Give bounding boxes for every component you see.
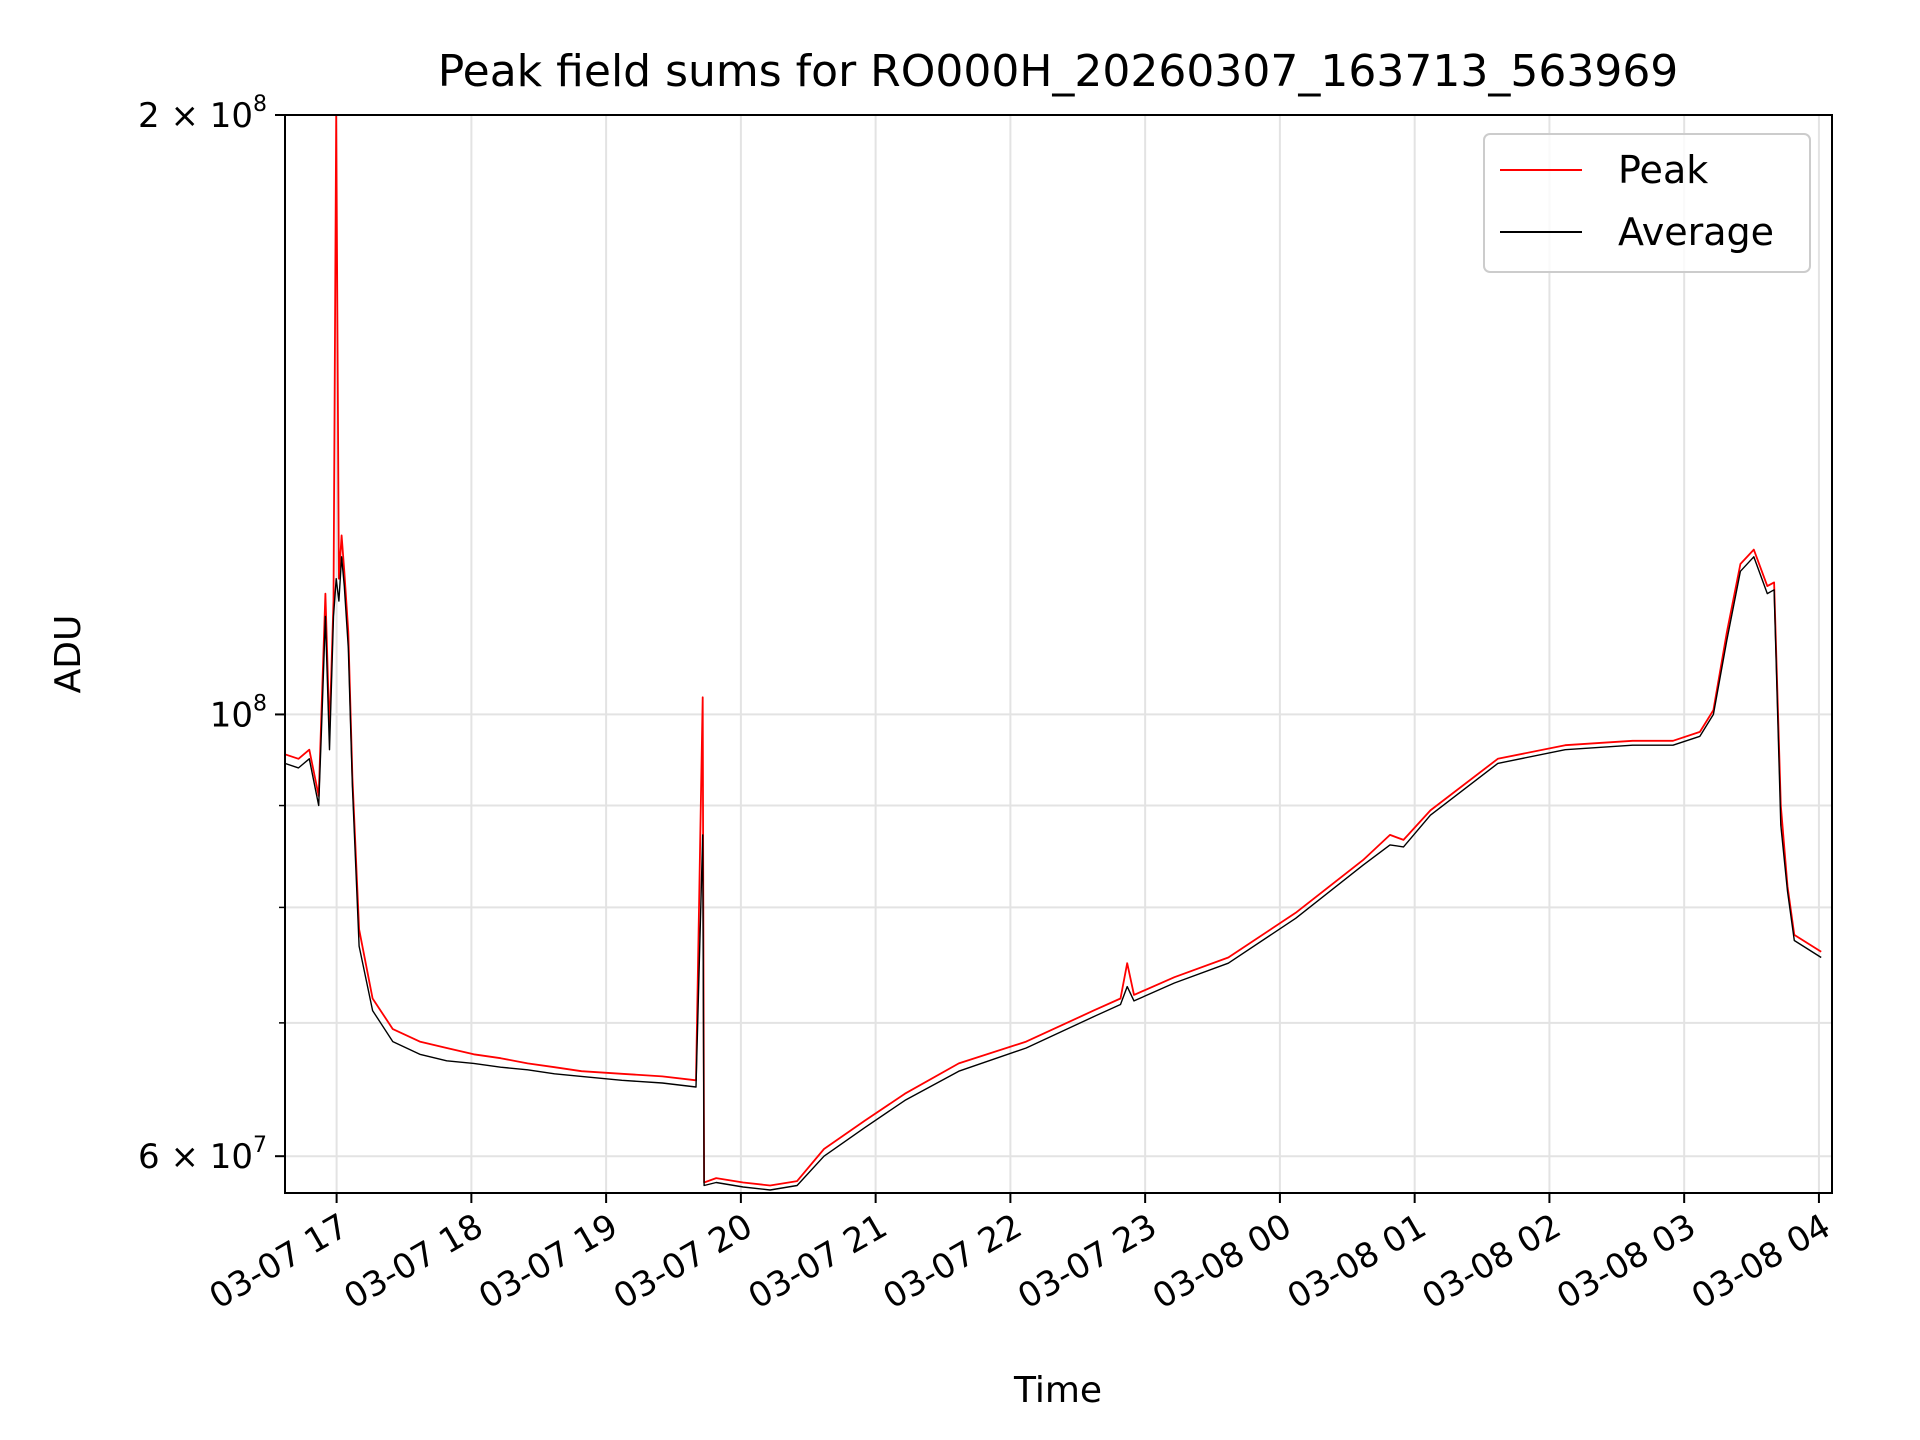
x-axis-label: Time [1013, 1370, 1102, 1411]
y-axis-ticks: 2 × 108 108 6 × 107 [138, 92, 285, 1177]
y-tick-label: 108 [210, 691, 267, 735]
legend-box [1483, 133, 1811, 273]
grid [285, 114, 1832, 1193]
y-tick-label: 6 × 107 [138, 1133, 267, 1177]
legend-label-peak: Peak [1618, 148, 1708, 192]
legend: Peak Average [1483, 133, 1811, 273]
y-tick-label: 2 × 108 [138, 92, 267, 136]
series-line-average [285, 556, 1822, 1191]
plot-frame [284, 114, 1833, 1194]
chart-title: Peak field sums for RO000H_20260307_1637… [438, 46, 1679, 97]
legend-label-average: Average [1618, 210, 1774, 254]
series-layer [285, 115, 1822, 1191]
y-axis-label: ADU [48, 615, 89, 694]
series-line-peak [285, 115, 1822, 1187]
